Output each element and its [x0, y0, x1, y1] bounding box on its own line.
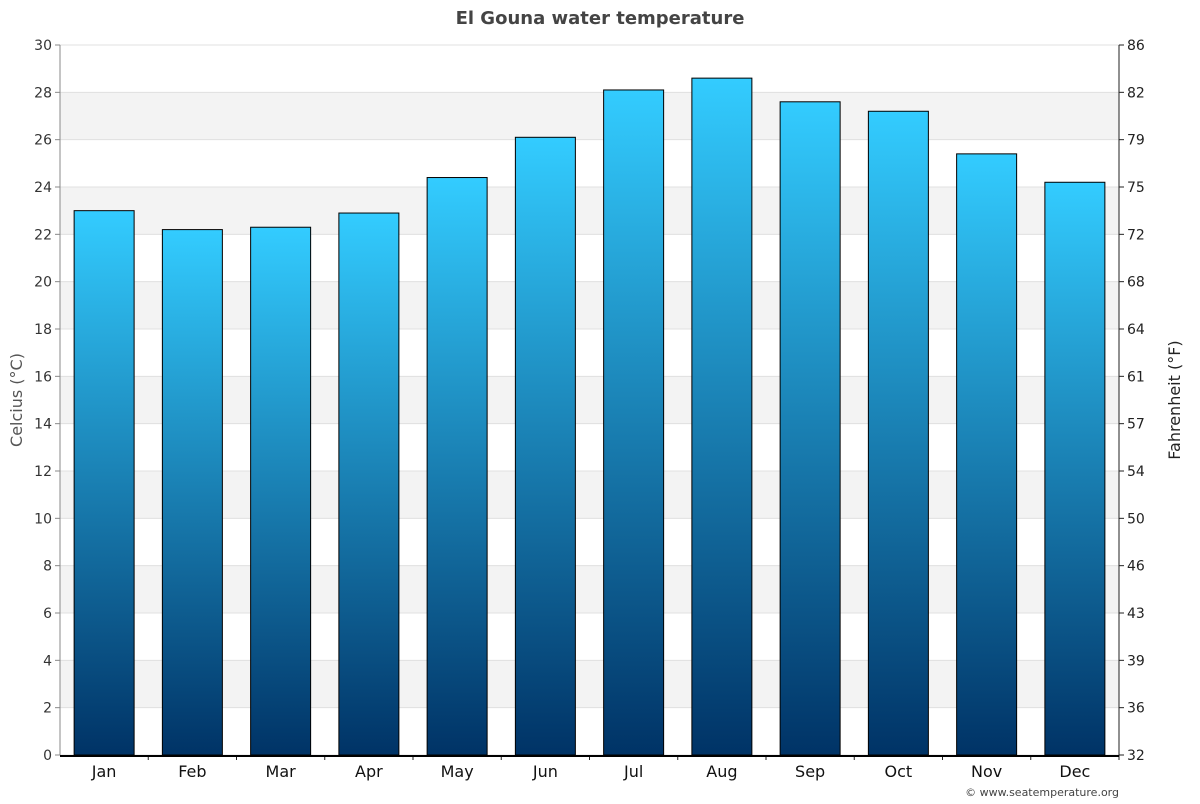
- x-tick-label: Jul: [623, 762, 643, 781]
- y-tick-label-right: 61: [1127, 369, 1145, 385]
- grid-band: [60, 660, 1119, 708]
- grid-band: [60, 92, 1119, 140]
- y-tick-label: 2: [43, 701, 52, 717]
- x-tick-label: May: [441, 762, 474, 781]
- y-tick-label-right: 32: [1127, 748, 1145, 764]
- bar-jul[interactable]: [603, 89, 665, 756]
- bar-apr[interactable]: [338, 212, 400, 756]
- y-tick-label: 8: [43, 559, 52, 575]
- x-tick-label: Dec: [1059, 762, 1090, 781]
- y-tick-label: 12: [34, 464, 52, 480]
- x-tick-label: Jun: [532, 762, 558, 781]
- grid-band: [60, 376, 1119, 424]
- x-tick-label: Sep: [795, 762, 825, 781]
- bar-nov[interactable]: [956, 153, 1018, 756]
- chart-title: El Gouna water temperature: [456, 8, 745, 29]
- x-tick-label: Oct: [885, 762, 913, 781]
- grid-band: [60, 281, 1119, 329]
- bar-aug[interactable]: [691, 77, 753, 756]
- x-tick-label: Feb: [178, 762, 206, 781]
- y-tick-label: 28: [34, 85, 52, 101]
- y-axis-label-left: Celcius (°C): [7, 353, 26, 447]
- y-tick-label-right: 86: [1127, 38, 1145, 54]
- grid-band: [60, 187, 1119, 235]
- x-tick-label: Apr: [355, 762, 383, 781]
- y-tick-label-right: 43: [1127, 606, 1145, 622]
- credit[interactable]: © www.seatemperature.org: [965, 786, 1119, 799]
- y-tick-label: 18: [34, 322, 52, 338]
- bar-sep[interactable]: [779, 101, 841, 756]
- x-tick-label: Nov: [971, 762, 1002, 781]
- bar-jan[interactable]: [73, 210, 135, 756]
- y-tick-label: 24: [34, 180, 52, 196]
- y-tick-label: 16: [34, 369, 52, 385]
- bar-jun[interactable]: [514, 136, 576, 756]
- y-tick-label-right: 79: [1127, 133, 1145, 149]
- y-axis-label-right: Fahrenheit (°F): [1165, 340, 1184, 459]
- y-tick-label: 30: [34, 38, 52, 54]
- x-tick-label: Mar: [266, 762, 297, 781]
- y-tick-label-right: 64: [1127, 322, 1145, 338]
- bar-mar[interactable]: [250, 226, 312, 756]
- y-tick-label: 20: [34, 275, 52, 291]
- y-tick-label: 4: [43, 653, 52, 669]
- y-tick-label: 14: [34, 417, 52, 433]
- y-tick-label-right: 46: [1127, 559, 1145, 575]
- y-tick-label: 10: [34, 511, 52, 527]
- y-tick-label-right: 68: [1127, 275, 1145, 291]
- y-tick-label: 0: [43, 748, 52, 764]
- y-tick-label-right: 54: [1127, 464, 1145, 480]
- y-tick-label-right: 72: [1127, 227, 1145, 243]
- y-tick-label-right: 82: [1127, 85, 1145, 101]
- bar-dec[interactable]: [1044, 181, 1106, 756]
- y-tick-label: 22: [34, 227, 52, 243]
- bar-may[interactable]: [426, 177, 488, 756]
- x-tick-label: Aug: [706, 762, 737, 781]
- y-tick-label: 26: [34, 133, 52, 149]
- grid-band: [60, 565, 1119, 613]
- y-tick-label-right: 50: [1127, 511, 1145, 527]
- x-tick-label: Jan: [91, 762, 117, 781]
- y-tick-label: 6: [43, 606, 52, 622]
- y-tick-label-right: 57: [1127, 417, 1145, 433]
- y-tick-label-right: 75: [1127, 180, 1145, 196]
- bar-oct[interactable]: [867, 110, 929, 756]
- y-tick-label-right: 39: [1127, 653, 1145, 669]
- grid-band: [60, 471, 1119, 519]
- bar-feb[interactable]: [161, 229, 223, 756]
- y-tick-label-right: 36: [1127, 701, 1145, 717]
